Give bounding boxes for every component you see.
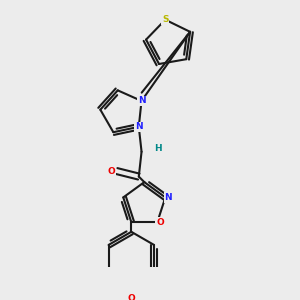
Text: O: O	[156, 218, 164, 226]
Text: O: O	[107, 167, 115, 176]
Text: N: N	[164, 193, 172, 202]
Text: N: N	[135, 122, 142, 131]
Text: O: O	[128, 294, 135, 300]
Text: N: N	[138, 96, 145, 105]
Text: H: H	[154, 144, 162, 153]
Text: S: S	[162, 15, 169, 24]
